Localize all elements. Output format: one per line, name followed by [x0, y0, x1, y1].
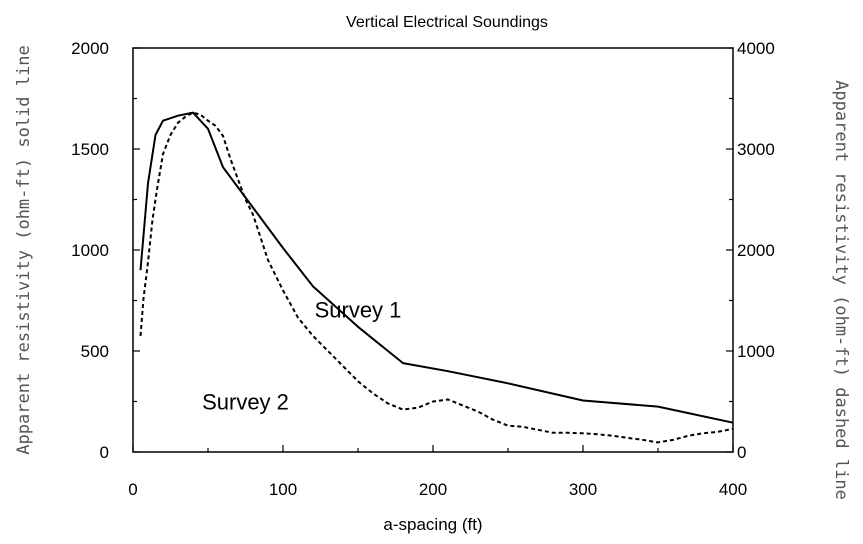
right-y-tick-label: 3000 — [737, 140, 775, 159]
left-y-tick-label: 2000 — [71, 39, 109, 58]
series-layer — [139, 111, 734, 444]
left-y-axis-ticks: 0 500 1000 1500 2000 — [71, 39, 140, 462]
series-line-solid — [139, 111, 734, 424]
series-line-dashed — [139, 111, 734, 444]
x-tick-label: 400 — [719, 480, 747, 499]
x-tick-label: 100 — [269, 480, 297, 499]
right-y-axis-ticks: 0 1000 2000 3000 4000 — [726, 39, 775, 462]
x-axis-ticks: 0 100 200 300 400 — [128, 445, 747, 499]
right-y-tick-label: 4000 — [737, 39, 775, 58]
left-y-tick-label: 1500 — [71, 140, 109, 159]
annotation-survey-1: Survey 1 — [315, 298, 402, 323]
left-y-axis-label: Apparent resistivity (ohm-ft) solid line — [14, 45, 34, 454]
annotation-survey-2: Survey 2 — [202, 390, 289, 415]
left-y-tick-label: 0 — [100, 443, 109, 462]
right-y-tick-label: 0 — [737, 443, 746, 462]
annotation-layer: Survey 1 Survey 2 — [202, 298, 401, 415]
x-axis-label: a-spacing (ft) — [383, 515, 482, 534]
right-y-tick-label: 2000 — [737, 241, 775, 260]
right-y-tick-label: 1000 — [737, 342, 775, 361]
right-y-axis-label: Apparent resistivity (ohm-ft) dashed lin… — [831, 80, 851, 500]
x-tick-label: 200 — [419, 480, 447, 499]
x-tick-label: 300 — [569, 480, 597, 499]
left-y-tick-label: 1000 — [71, 241, 109, 260]
x-tick-label: 0 — [128, 480, 137, 499]
chart-title: Vertical Electrical Soundings — [346, 14, 548, 31]
left-y-tick-label: 500 — [81, 342, 109, 361]
